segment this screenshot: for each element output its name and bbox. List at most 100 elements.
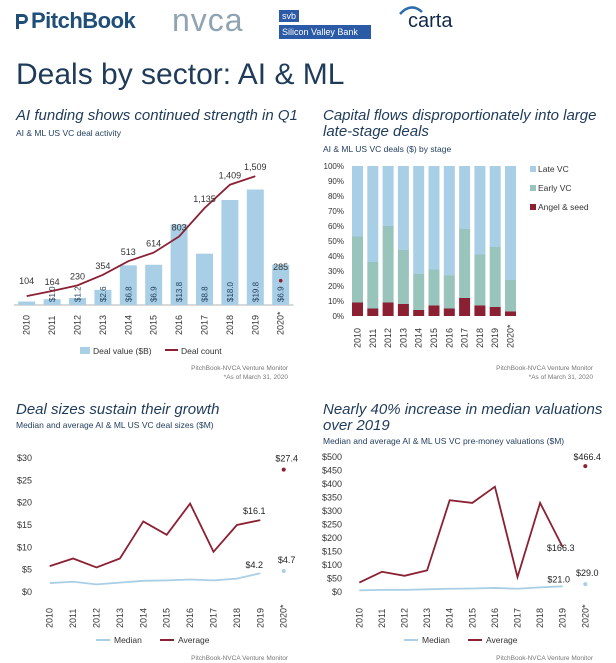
y-tick-label: $300 [322,506,342,516]
x-tick-label: 2019 [558,608,568,628]
bar-deal-value [43,299,61,305]
panel-4-source: PitchBook-NVCA Venture Monitor [496,655,593,662]
y-tick-label: $0 [332,587,342,597]
y-tick-label: 60% [328,222,344,231]
series-value-label: $16.1 [243,506,266,516]
y-tick-label: 80% [328,192,344,201]
y-tick-label: 50% [328,237,344,246]
x-tick-label: 2011 [47,316,57,335]
x-tick-label: 2014 [414,328,424,348]
y-tick-label: $0 [22,587,32,597]
x-tick-label: 2017 [200,315,210,335]
stack-segment-early-vc [428,269,440,306]
legend-swatch [530,185,536,191]
bar-value-label: $6.8 [124,286,133,302]
x-tick-label: 2020* [506,324,516,348]
point-median-2020 [583,582,588,587]
x-tick-label: 2017 [513,608,523,628]
bar-deal-value [18,301,36,305]
y-tick-label: $250 [322,520,342,530]
deal-count-label: 803 [172,222,187,232]
x-tick-label: 2018 [225,315,235,335]
bar-value-label: $13.8 [175,281,184,302]
stack-segment-late-vc [413,166,425,274]
panel-1-title: AI funding shows continued strength in Q… [16,107,298,124]
carta-swoosh-icon [399,6,423,15]
x-tick-label: 2020* [276,311,286,335]
stack-segment-late-vc [459,166,471,229]
x-tick-label: 2012 [383,328,393,348]
x-tick-label: 2020* [279,604,289,628]
stack-segment-early-vc [382,226,394,303]
bar-deal-value [272,264,290,305]
y-tick-label: $25 [17,475,32,485]
deal-count-label: 1,409 [219,171,242,181]
stack-segment-early-vc [397,250,409,304]
x-tick-label: 2014 [138,608,148,628]
x-tick-label: 2014 [445,608,455,628]
bar-value-label: $6.9 [150,286,159,302]
carta-logo: carta [399,6,452,33]
legend-label: Late VC [538,164,569,174]
x-tick-label: 2011 [377,609,387,628]
point-average-2020 [583,464,588,469]
x-tick-label: 2015 [149,315,159,335]
x-tick-label: 2015 [467,608,477,628]
legend-swatch [530,204,536,210]
y-tick-label: 40% [328,252,344,261]
line-average [358,485,564,584]
chart-ai-funding: 2010 $1.0 2011 $1.2 2012 $2.6 2013 $6.8 2014 $6.9… [14,162,294,356]
legend-label-median: Median [114,635,142,645]
y-tick-label: $50 [327,574,342,584]
bar-value-label: $18.0 [226,281,235,302]
stack-segment-late-vc [489,166,501,247]
line-average [49,501,261,569]
bar-deal-value [221,200,239,305]
y-tick-label: $30 [17,453,32,463]
x-tick-label: 2012 [400,608,410,628]
stack-segment-angel-seed [443,308,455,316]
stack-segment-angel-seed [397,304,409,316]
y-tick-label: $400 [322,479,342,489]
deal-count-label: 164 [45,277,60,287]
stack-segment-early-vc [413,274,425,310]
deal-count-label: 104 [19,276,34,286]
x-tick-label: 2019 [250,315,260,335]
bar-deal-value [69,298,86,305]
bar-deal-value [119,265,137,305]
y-tick-label: 100% [324,162,344,171]
x-tick-label: 2017 [209,608,219,628]
deal-count-label: 513 [121,247,136,257]
y-tick-label: $20 [17,498,32,508]
series-value-label: $166.3 [547,543,575,553]
line-median [359,585,563,592]
x-tick-label: 2012 [92,608,102,628]
x-tick-label: 2016 [444,328,454,348]
y-tick-label: 0% [332,312,344,321]
deal-count-label: 614 [146,239,161,249]
panel-4-subtitle: Median and average AI & ML US VC pre-mon… [323,436,565,446]
stack-segment-late-vc [352,166,363,237]
stack-segment-early-vc [443,275,455,309]
y-tick-label: 10% [328,297,344,306]
y-tick-label: 90% [328,177,344,186]
svb-logo: svb Silicon Valley Bank [279,6,371,39]
panel-3-title: Deal sizes sustain their growth [16,401,220,418]
x-tick-label: 2016 [174,315,184,335]
x-tick-label: 2010 [353,328,363,348]
x-tick-label: 2015 [162,608,172,628]
stack-segment-early-vc [505,280,516,312]
y-tick-label: $500 [322,452,342,462]
series-value-label: $4.7 [278,555,296,565]
stack-segment-late-vc [474,166,486,255]
stack-segment-early-vc [474,254,486,306]
y-tick-label: $100 [322,560,342,570]
stack-segment-late-vc [367,166,379,262]
x-tick-label: 2015 [429,328,439,348]
x-tick-label: 2020* [580,604,590,628]
x-tick-label: 2011 [368,329,378,348]
stack-segment-angel-seed [489,307,501,316]
panel-4-title: Nearly 40% increase in median valuations… [323,401,603,434]
bar-deal-value [246,189,264,305]
series-value-label: $27.4 [275,454,298,464]
